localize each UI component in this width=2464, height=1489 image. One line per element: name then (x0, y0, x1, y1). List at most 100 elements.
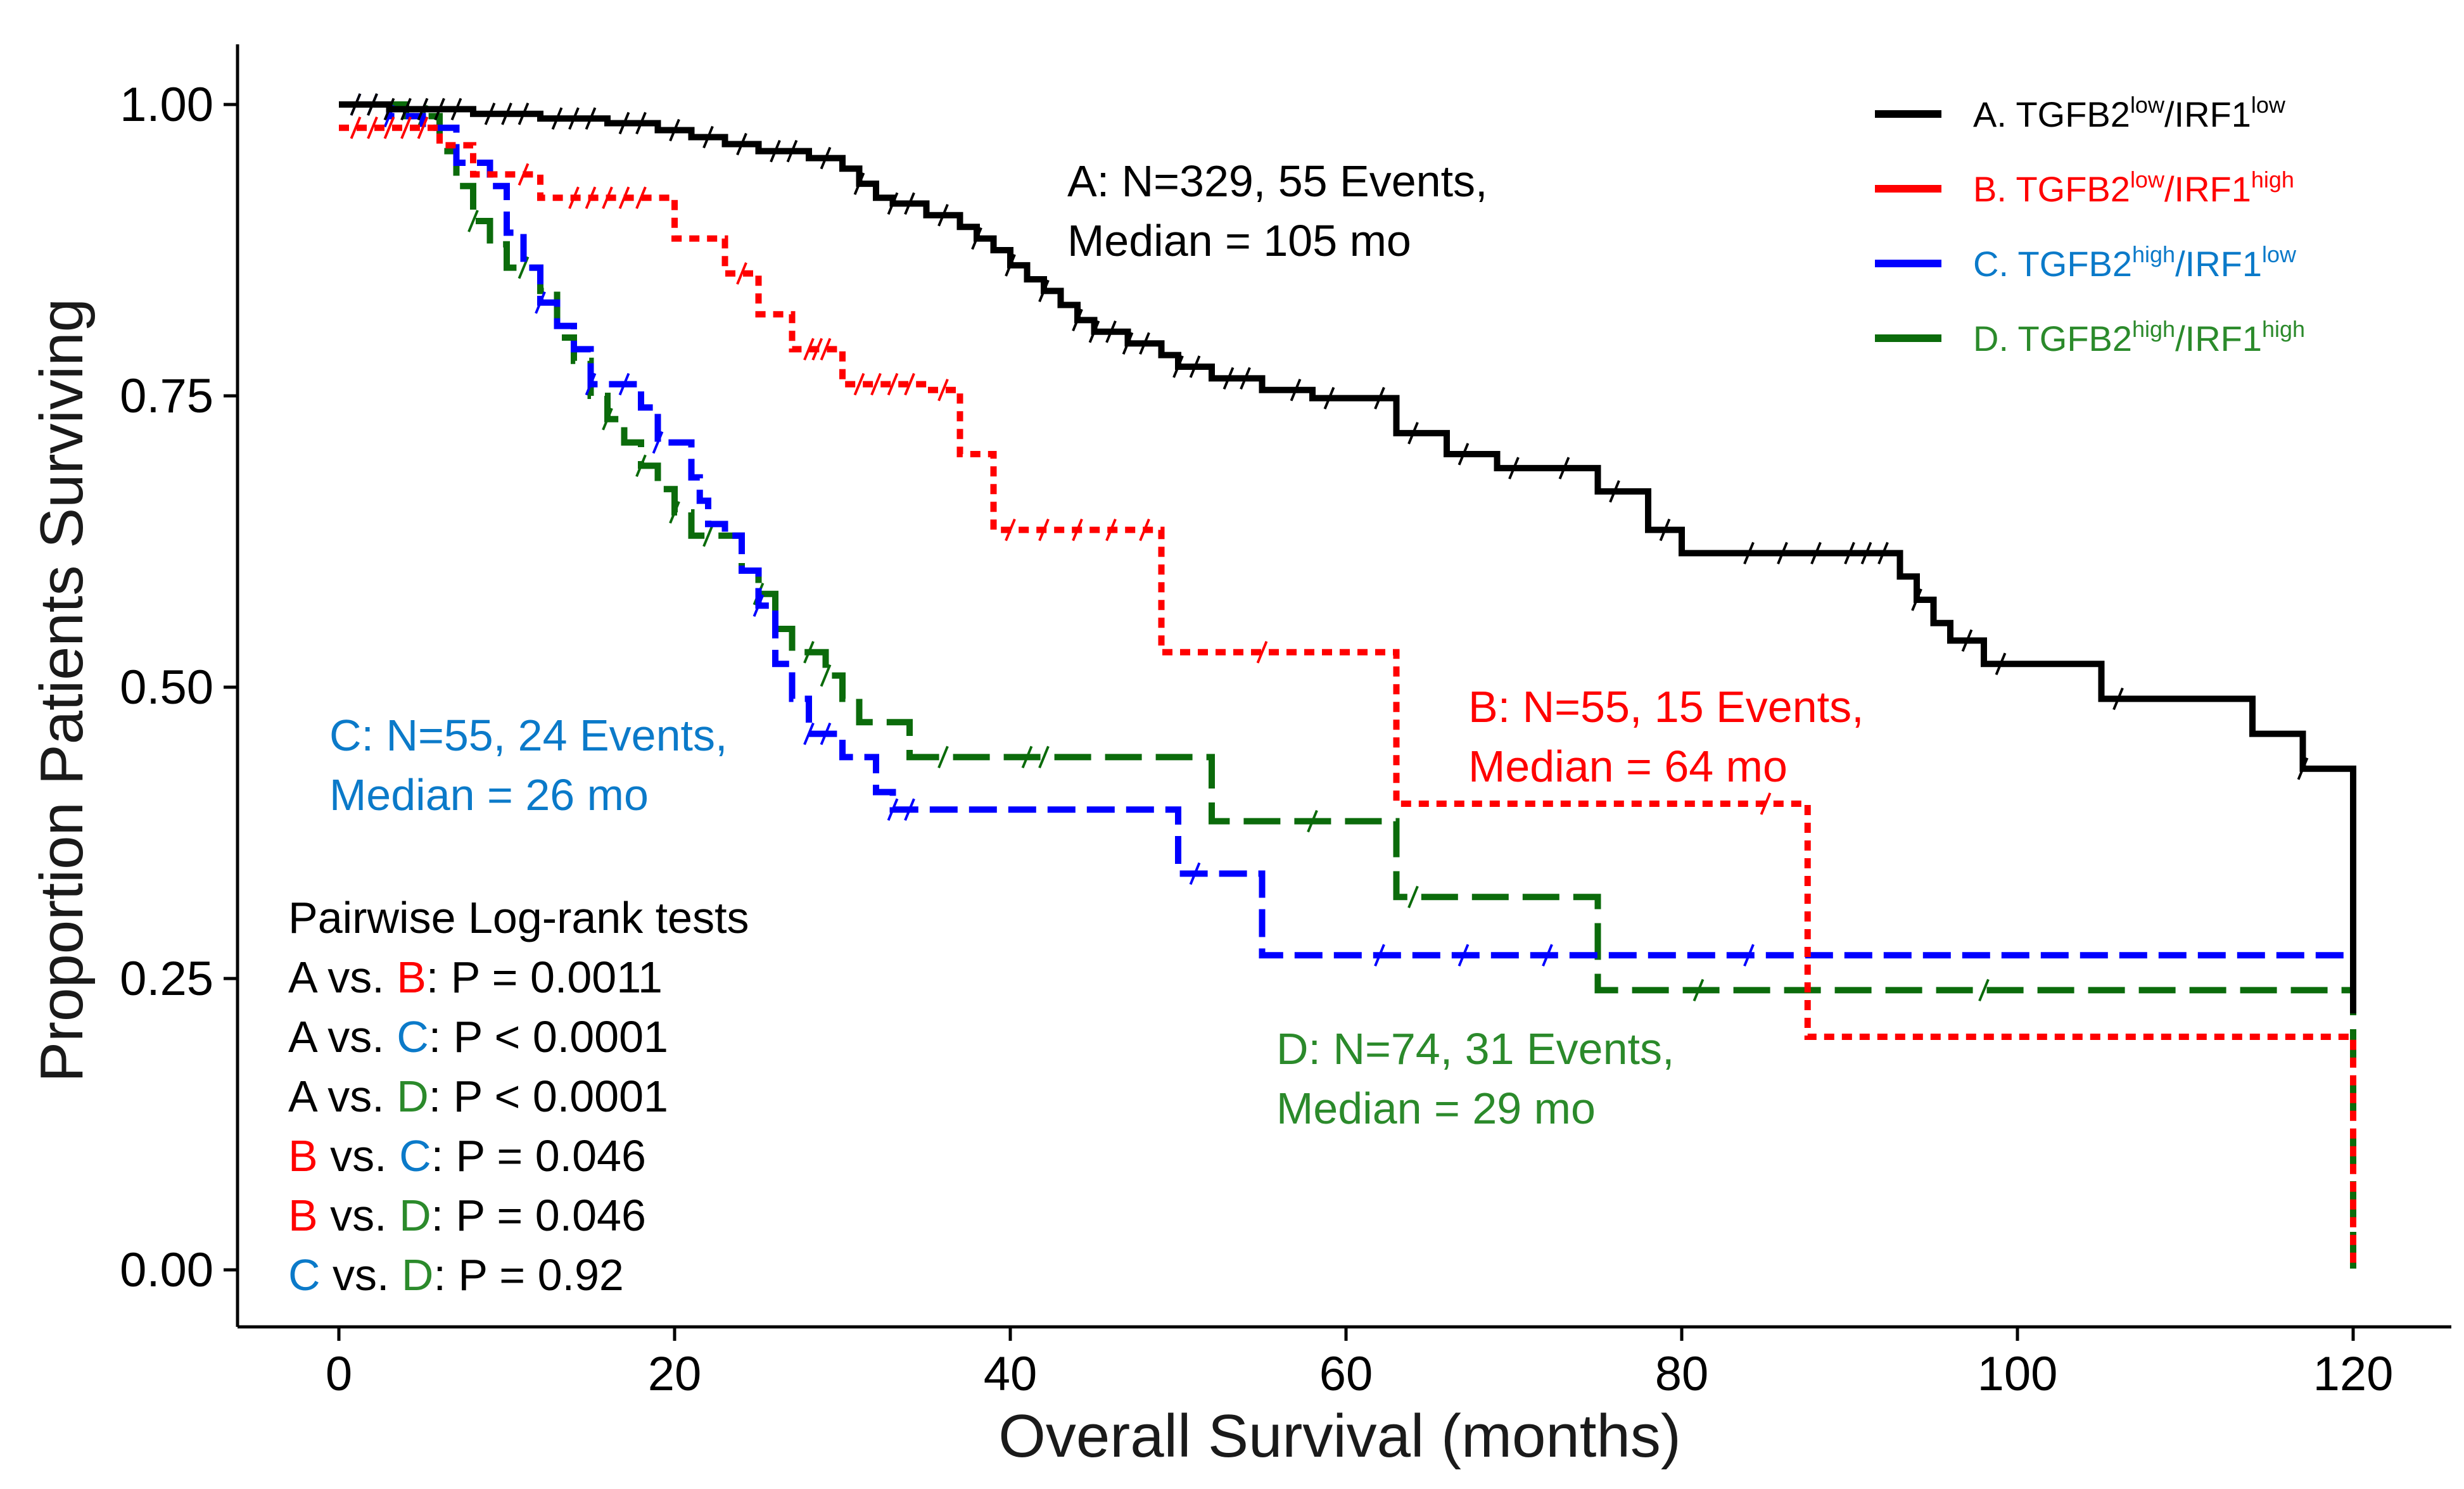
x-tick-label: 0 (326, 1347, 352, 1401)
pairwise-test-row: A vs. C: P < 0.0001 (288, 1012, 668, 1061)
censor-mark-a (1072, 308, 1083, 332)
x-tick-label: 60 (1319, 1347, 1373, 1401)
survival-curve-c (339, 101, 2353, 959)
censor-mark-b (820, 338, 832, 361)
vs-text: vs. (315, 1012, 397, 1061)
censor-mark-a (434, 98, 445, 121)
censor-mark-a (853, 172, 865, 195)
censor-mark-b (811, 338, 823, 361)
censor-mark-a (635, 111, 647, 135)
x-tick-label: 20 (648, 1347, 702, 1401)
censor-mark-a (1374, 386, 1385, 410)
group-a-label: B (288, 1131, 318, 1181)
censor-mark-d (937, 745, 949, 769)
censor-mark-b (904, 372, 915, 396)
group-b-label: C (399, 1131, 431, 1181)
censor-mark-b (568, 186, 580, 209)
pairwise-test-row: B vs. D: P = 0.046 (288, 1191, 646, 1240)
y-tick-label: 1.00 (120, 78, 213, 132)
censor-mark-a (1105, 320, 1117, 343)
censor-mark-a (585, 107, 597, 130)
legend-label-a: A. TGFB2low/IRF1low (1973, 92, 2286, 134)
x-axis-title: Overall Survival (months) (998, 1402, 1681, 1470)
censor-mark-a (937, 204, 949, 227)
censor-mark-a (400, 98, 412, 121)
censor-mark-d (1407, 885, 1419, 908)
legend-text: C. TGFB2 (1973, 244, 2132, 284)
legend-text: A. TGFB2 (1973, 94, 2130, 134)
censor-mark-d (1021, 745, 1033, 769)
group-a-label: A (288, 953, 318, 1002)
group-b-label: D (402, 1250, 434, 1300)
vs-text: vs. (318, 1131, 399, 1181)
censor-mark-b (887, 372, 899, 396)
censor-mark-a (1860, 542, 1872, 565)
censor-mark-d (1692, 979, 1705, 1002)
censor-mark-a (1995, 652, 2007, 675)
vs-text: vs. (321, 1250, 402, 1300)
censor-mark-b (1256, 641, 1268, 664)
censor-mark-a (1038, 279, 1050, 303)
legend-label-b: B. TGFB2low/IRF1high (1973, 167, 2294, 209)
censor-mark-d (669, 501, 680, 524)
x-tick-label: 120 (2313, 1347, 2394, 1401)
group-b-label: D (399, 1191, 431, 1240)
censor-mark-c (585, 372, 597, 396)
censor-mark-d (820, 664, 832, 687)
pairwise-test-row: A vs. D: P < 0.0001 (288, 1072, 668, 1121)
censor-mark-b (585, 186, 597, 209)
censor-mark-a (1844, 542, 1855, 565)
y-axis-title: Proportion Patients Surviving (28, 298, 96, 1082)
vs-text: vs. (315, 953, 397, 1002)
y-tick-label: 0.50 (120, 661, 213, 714)
group-b-label: B (397, 953, 426, 1002)
censor-mark-b (350, 117, 362, 139)
censor-mark-a (1122, 332, 1134, 355)
survival-curve-b (339, 124, 2356, 1270)
vs-text: vs. (318, 1191, 399, 1240)
censor-mark-b (1139, 518, 1150, 542)
group-a-label: A (288, 1012, 318, 1061)
censor-mark-a (1558, 457, 1570, 479)
pairwise-test-row: B vs. C: P = 0.046 (288, 1131, 646, 1181)
legend-text: /IRF1 (2175, 319, 2262, 358)
legend-text: /IRF1 (2164, 169, 2251, 209)
censor-mark-a (1911, 588, 1922, 611)
censor-mark-a (1290, 379, 1302, 402)
group-a-label: C (288, 1250, 321, 1300)
pairwise-tests-title: Pairwise Log-rank tests (288, 893, 749, 942)
legend-superscript: low (2130, 92, 2165, 118)
censor-mark-a (1139, 332, 1150, 355)
censor-mark-a (568, 107, 580, 130)
censor-mark-b (803, 338, 815, 361)
censor-mark-d (702, 524, 714, 547)
censor-mark-a (551, 107, 563, 130)
legend-text: /IRF1 (2164, 94, 2251, 134)
censor-mark-b (1072, 518, 1083, 542)
censor-mark-a (2297, 757, 2309, 780)
censor-mark-a (786, 139, 798, 163)
legend-superscript: low (2251, 92, 2286, 118)
annotation-a-line2: Median = 105 mo (1067, 216, 1411, 265)
annotation-a-line1: A: N=329, 55 Events, (1067, 156, 1487, 206)
censor-mark-d (635, 454, 647, 478)
censor-mark-a (383, 98, 395, 121)
censor-mark-d (803, 641, 815, 664)
censor-mark-a (702, 125, 714, 149)
x-tick-label: 40 (984, 1347, 1038, 1401)
censor-mark-b (367, 117, 378, 139)
censor-mark-c (652, 431, 664, 454)
censor-mark-b (1105, 518, 1117, 542)
vs-text: vs. (315, 1072, 397, 1121)
survival-curve-a (339, 101, 2356, 1014)
y-tick-label: 0.25 (120, 952, 213, 1006)
p-value: : P = 0.92 (433, 1250, 623, 1300)
legend-superscript: high (2132, 316, 2175, 342)
censor-mark-a (1172, 355, 1184, 378)
legend-text: B. TGFB2 (1973, 169, 2130, 209)
legend-superscript: high (2132, 241, 2175, 267)
censor-mark-a (1777, 542, 1788, 565)
censor-mark-a (1407, 422, 1419, 445)
